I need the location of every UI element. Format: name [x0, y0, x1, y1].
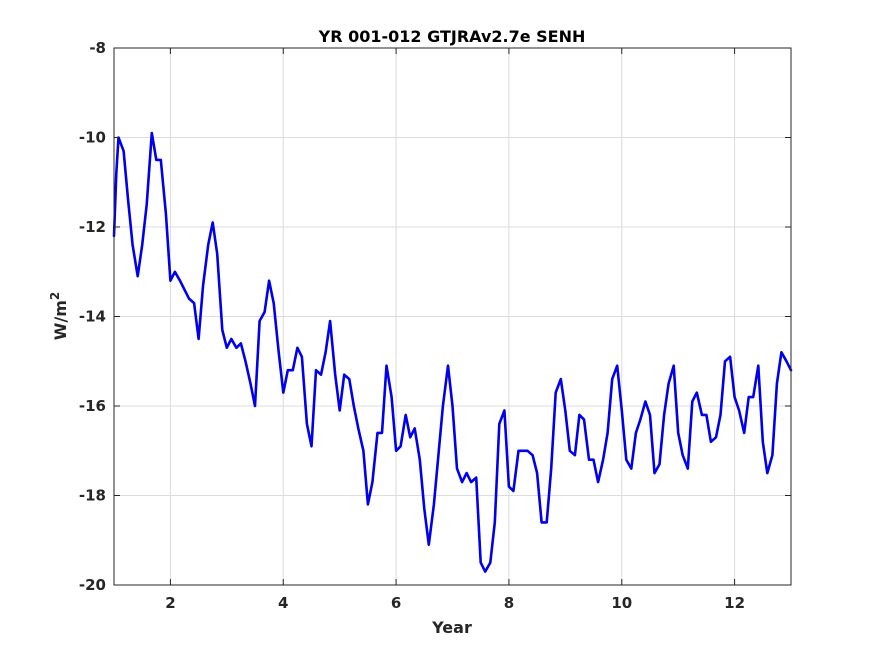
- x-tick-label: 10: [611, 594, 632, 612]
- y-tick-label: -16: [79, 397, 106, 415]
- series-layer: [112, 131, 793, 573]
- y-tick-label: -12: [79, 218, 106, 236]
- y-axis-label: W/m2: [48, 292, 70, 341]
- y-tick-label: -20: [79, 576, 106, 594]
- x-tick-label: 4: [278, 594, 288, 612]
- x-tick-label: 8: [504, 594, 514, 612]
- x-tick-labels: 2 4 6 8 10 12: [165, 594, 745, 612]
- series-line: [112, 131, 793, 573]
- y-axis-label-exponent: 2: [48, 292, 62, 300]
- y-tick-label: -8: [89, 39, 106, 57]
- y-tick-labels: -20 -18 -16 -14 -12 -10 -8: [79, 39, 106, 594]
- y-tick-label: -10: [79, 129, 106, 147]
- chart-title: YR 001-012 GTJRAv2.7e SENH: [318, 27, 586, 46]
- y-axis-label-unit: W/m: [51, 300, 70, 340]
- y-tick-label: -18: [79, 487, 106, 505]
- x-axis-label: Year: [431, 618, 472, 637]
- x-tick-label: 6: [391, 594, 401, 612]
- x-tick-label: 12: [724, 594, 745, 612]
- x-tick-label: 2: [165, 594, 175, 612]
- tick-marks: [114, 47, 791, 586]
- y-tick-label: -14: [79, 308, 106, 326]
